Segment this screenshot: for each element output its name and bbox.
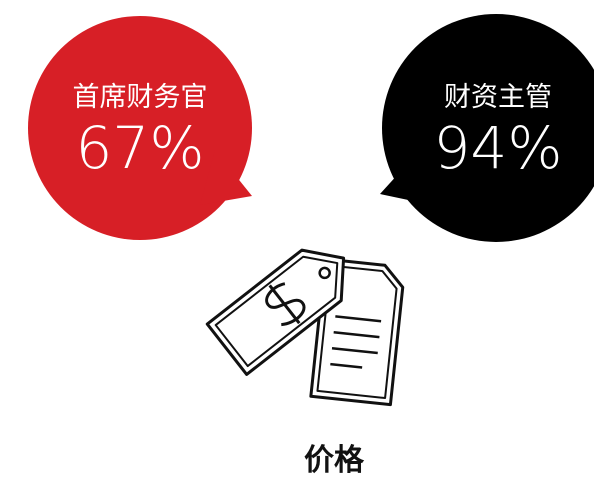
black-bubble: 财资主管 94% <box>380 14 594 242</box>
bubble-value: 94% <box>434 114 563 182</box>
bubble-value: 67% <box>76 114 205 182</box>
caption: 价格 <box>304 443 365 478</box>
red-bubble: 首席财务官 67% <box>28 16 252 240</box>
price-icon <box>205 248 405 407</box>
bubble-label: 财资主管 <box>444 82 552 113</box>
bubble-label: 首席财务官 <box>73 82 208 113</box>
